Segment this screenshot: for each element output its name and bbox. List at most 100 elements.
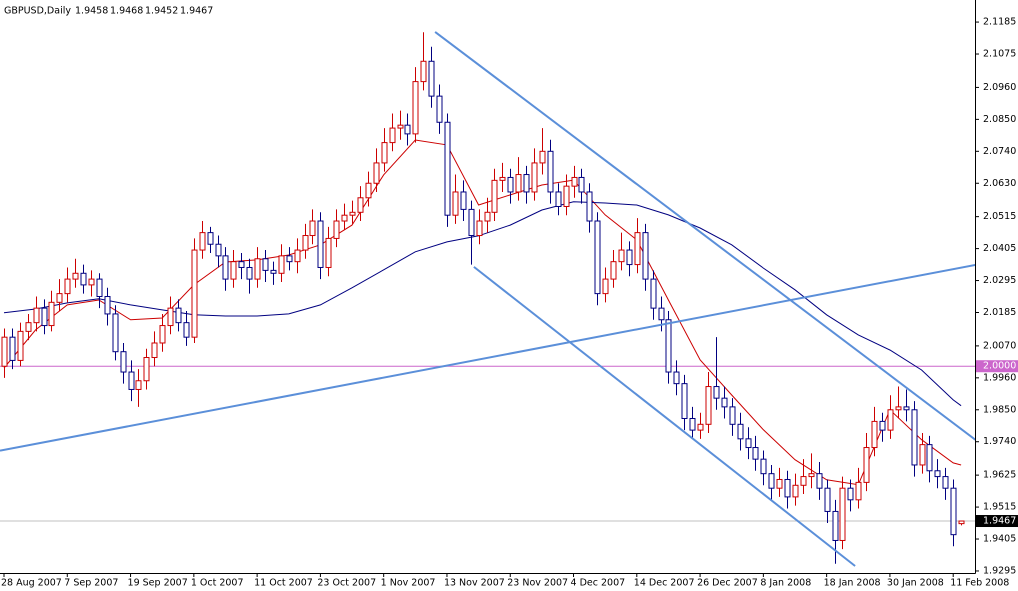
candle-body (713, 386, 720, 399)
bid-label-box (976, 515, 1018, 528)
candle-body (159, 325, 166, 344)
x-tick-label: 8 Jan 2008 (760, 578, 811, 589)
candle-body (737, 423, 744, 440)
y-tick-label: 2.0295 (983, 275, 1016, 286)
x-tick-label: 4 Dec 2007 (571, 578, 626, 589)
x-tick-label: 13 Nov 2007 (444, 578, 505, 589)
candle-body (373, 162, 380, 184)
candle-body (665, 319, 672, 373)
candle-body (808, 473, 815, 478)
candle-body (428, 60, 435, 97)
candle-body (341, 214, 348, 222)
y-tick-label: 2.0070 (983, 340, 1016, 351)
candle-body (642, 232, 649, 280)
level-label: 2.0000 (983, 361, 1016, 372)
candle-body (167, 307, 174, 327)
candle-body (942, 476, 949, 489)
candle-body (404, 124, 411, 135)
candle-body (919, 444, 926, 466)
y-tick-label: 1.9850 (983, 404, 1016, 415)
candle-body (555, 191, 562, 207)
candle-body (309, 220, 316, 237)
candle-body (484, 211, 491, 222)
candle-body (389, 127, 396, 144)
candle-body (254, 258, 261, 280)
candle-body (80, 272, 87, 286)
x-tick-label: 1 Oct 2007 (191, 578, 244, 589)
x-tick-label: 19 Sep 2007 (128, 578, 188, 589)
candle-body (96, 278, 103, 298)
candle-body (681, 383, 688, 419)
candle-body (56, 293, 63, 303)
candle-body (855, 481, 862, 501)
candle-body (64, 278, 71, 295)
candle-body (847, 487, 854, 501)
plot-area (0, 31, 975, 567)
candle-body (270, 269, 277, 274)
candle-body (800, 476, 807, 486)
x-tick-label: 30 Jan 2008 (887, 578, 944, 589)
candle-body (325, 237, 332, 268)
candle-body (752, 447, 759, 460)
x-tick-label: 11 Oct 2007 (254, 578, 313, 589)
candle-body (436, 95, 443, 123)
candle-body (120, 351, 127, 373)
y-tick-label: 1.9960 (983, 372, 1016, 383)
candle-body (950, 487, 957, 536)
y-tick-label: 2.0515 (983, 211, 1016, 222)
candle-body (792, 484, 799, 498)
candle-body (357, 197, 364, 213)
candle-body (33, 307, 40, 324)
x-tick-label: 1 Nov 2007 (381, 578, 436, 589)
candle-body (9, 336, 16, 361)
trend-line (473, 266, 856, 567)
candle-body (412, 81, 419, 135)
candle-body (17, 330, 24, 361)
candle-body (926, 444, 933, 472)
y-tick-label: 2.0185 (983, 307, 1016, 318)
candle-body (689, 417, 696, 431)
candle-body (238, 261, 245, 268)
y-tick-label: 1.9625 (983, 470, 1016, 481)
candle-body (658, 307, 665, 321)
moving-average (3, 201, 962, 407)
candle-body (191, 249, 198, 338)
candle-body (207, 232, 214, 245)
candle-body (697, 423, 704, 431)
candle-body (199, 232, 206, 251)
candle-body (72, 272, 79, 280)
x-tick-label: 7 Sep 2007 (64, 578, 118, 589)
candle-body (602, 278, 609, 295)
candle-body (839, 487, 846, 541)
x-tick-label: 14 Dec 2007 (634, 578, 695, 589)
candle-body (230, 261, 237, 280)
y-tick-label: 1.9405 (983, 534, 1016, 545)
ohlc-close: 1.9467 (180, 6, 213, 17)
candle-body (594, 220, 601, 295)
trend-line (0, 263, 975, 452)
ohlc-high: 1.9468 (110, 6, 143, 17)
candle-body (610, 261, 617, 280)
candle-body (760, 458, 767, 475)
candle-body (128, 371, 135, 390)
candle-body (903, 406, 910, 411)
candle-body (531, 162, 538, 193)
x-tick-label: 18 Jan 2008 (824, 578, 881, 589)
candle-body (381, 142, 388, 164)
y-tick-label: 2.0630 (983, 178, 1016, 189)
candle-body (563, 185, 570, 207)
candle-body (420, 60, 427, 83)
candle-body (721, 397, 728, 408)
candle-body (578, 176, 585, 193)
candle-body (183, 322, 190, 338)
candle-body (175, 307, 182, 324)
candle-body (523, 174, 530, 193)
y-tick-label: 2.0405 (983, 243, 1016, 254)
candle-body (618, 249, 625, 263)
candle-body (278, 255, 285, 274)
candle-body (824, 487, 831, 512)
candle-body (626, 249, 633, 266)
y-tick-label: 2.0740 (983, 146, 1016, 157)
